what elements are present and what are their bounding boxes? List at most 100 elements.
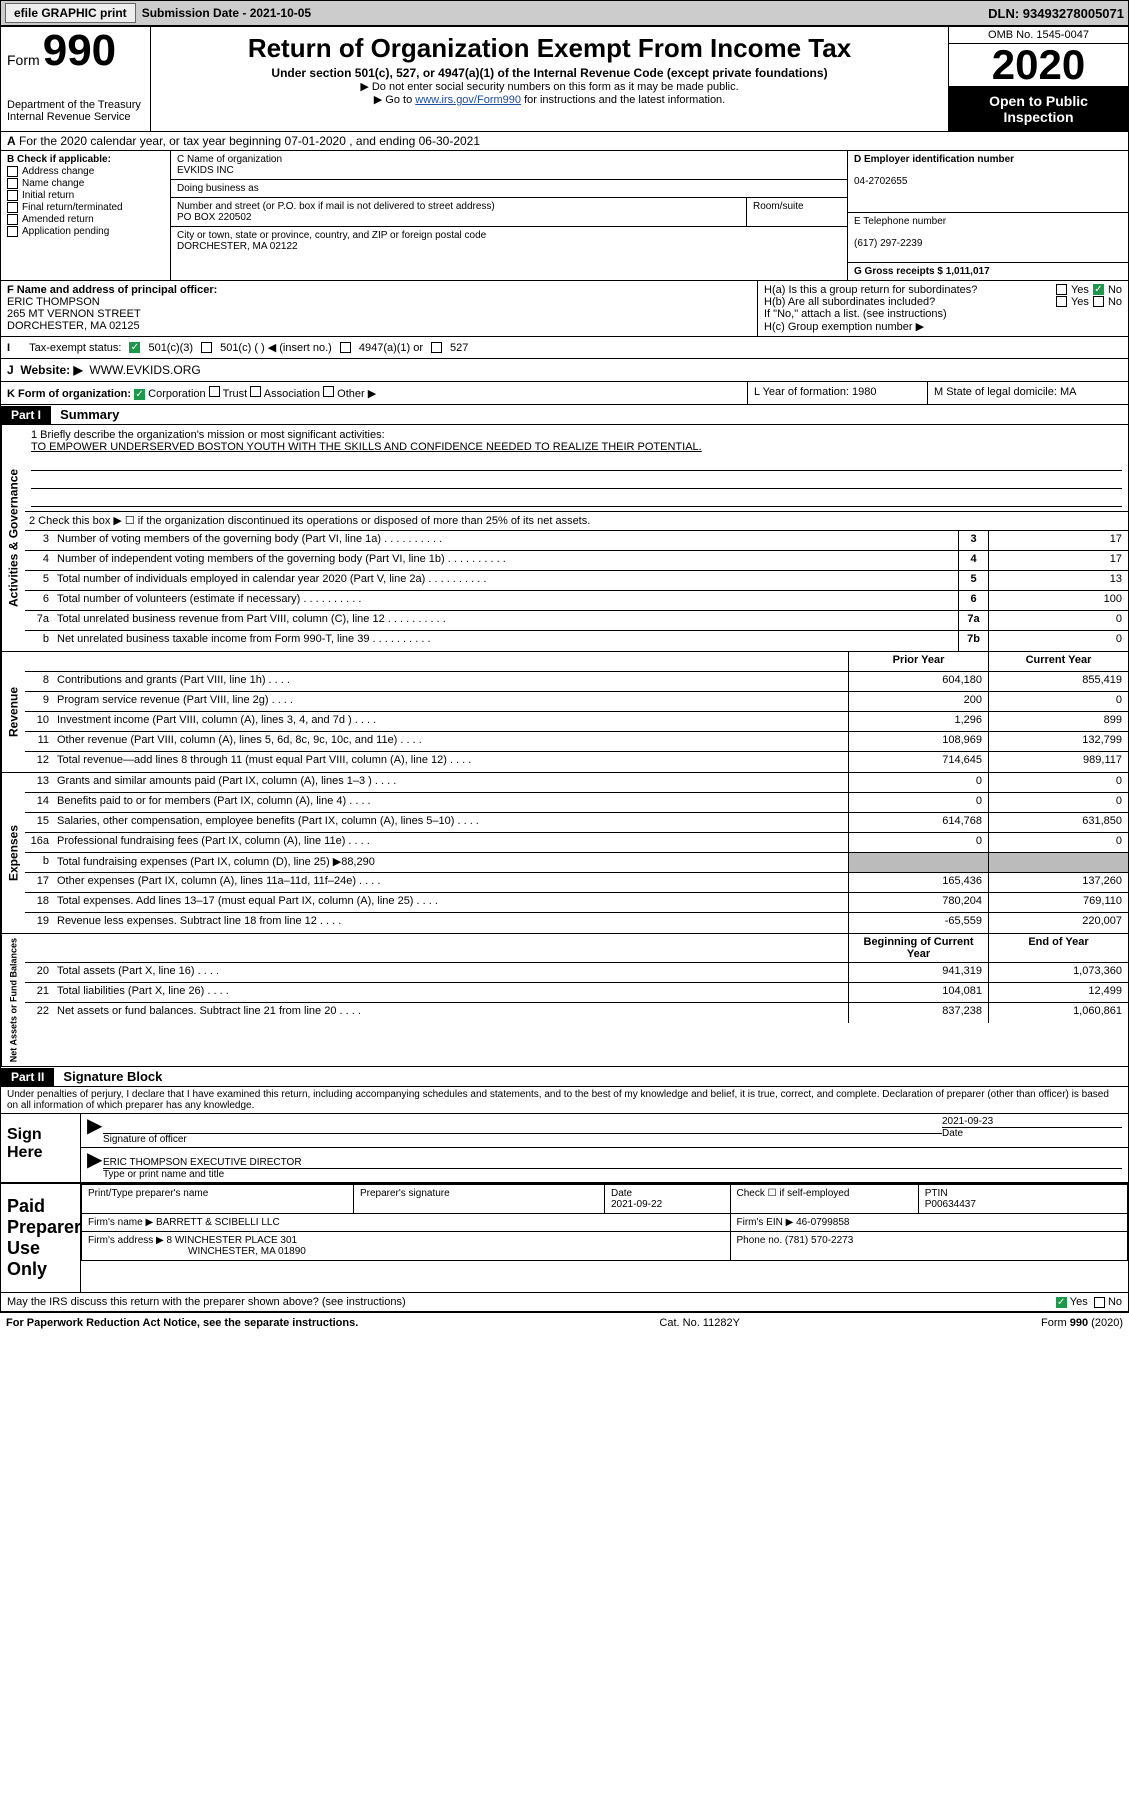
checkbox-address-change[interactable] [7, 166, 18, 177]
summary-row: 19 Revenue less expenses. Subtract line … [25, 913, 1128, 933]
section-klm: K Form of organization: ✓ Corporation Tr… [1, 382, 1128, 405]
ha-yes-checkbox[interactable] [1056, 284, 1067, 295]
arrow-icon: ▶ [87, 1116, 103, 1145]
summary-row: 12 Total revenue—add lines 8 through 11 … [25, 752, 1128, 772]
501c3-checkbox[interactable]: ✓ [129, 342, 140, 353]
mission-block: 1 Briefly describe the organization's mi… [25, 425, 1128, 511]
header-middle: Return of Organization Exempt From Incom… [151, 27, 948, 131]
501c-checkbox[interactable] [201, 342, 212, 353]
revenue-section: Revenue Prior Year Current Year 8 Contri… [1, 652, 1128, 773]
firm-ein: 46-0799858 [796, 1217, 849, 1228]
row-val: 17 [988, 551, 1128, 570]
netassets-section: Net Assets or Fund Balances Beginning of… [1, 934, 1128, 1067]
row-current: 220,007 [988, 913, 1128, 933]
firm-addr1: 8 WINCHESTER PLACE 301 [167, 1235, 298, 1246]
row-prior: 614,768 [848, 813, 988, 832]
row-num: 6 [25, 591, 53, 610]
row-prior: 604,180 [848, 672, 988, 691]
ha-no-checkbox[interactable]: ✓ [1093, 284, 1104, 295]
form-header: Form 990 Department of the Treasury Inte… [1, 27, 1128, 132]
penalty-text: Under penalties of perjury, I declare th… [1, 1087, 1128, 1113]
corp-checkbox[interactable]: ✓ [134, 389, 145, 400]
assoc-checkbox[interactable] [250, 386, 261, 397]
officer-name: ERIC THOMPSON [7, 296, 100, 308]
firm-addr2: WINCHESTER, MA 01890 [188, 1246, 306, 1257]
j-label: J [7, 363, 14, 377]
addr-value: PO BOX 220502 [177, 212, 252, 223]
checkbox-amended[interactable] [7, 214, 18, 225]
city-label: City or town, state or province, country… [177, 230, 486, 241]
row-desc: Total number of individuals employed in … [53, 571, 958, 590]
row-current: 0 [988, 692, 1128, 711]
efile-print-button[interactable]: efile GRAPHIC print [5, 3, 136, 23]
revenue-tab: Revenue [1, 652, 25, 772]
row-desc: Total unrelated business revenue from Pa… [53, 611, 958, 630]
row-desc: Total number of volunteers (estimate if … [53, 591, 958, 610]
k-label: K Form of organization: [7, 388, 131, 400]
row-box: 7a [958, 611, 988, 630]
row-current: 132,799 [988, 732, 1128, 751]
footer: For Paperwork Reduction Act Notice, see … [0, 1313, 1129, 1333]
arrow-icon: ▶ [87, 1150, 103, 1180]
section-h: H(a) Is this a group return for subordin… [758, 281, 1128, 336]
summary-row: 17 Other expenses (Part IX, column (A), … [25, 873, 1128, 893]
discuss-row: May the IRS discuss this return with the… [1, 1293, 1128, 1312]
cat-no: Cat. No. 11282Y [659, 1317, 740, 1329]
row-num: 17 [25, 873, 53, 892]
note-link: ▶ Go to www.irs.gov/Form990 for instruct… [159, 93, 940, 106]
expenses-tab: Expenses [1, 773, 25, 933]
row-current: 0 [988, 793, 1128, 812]
row-desc: Benefits paid to or for members (Part IX… [53, 793, 848, 812]
irs-link[interactable]: www.irs.gov/Form990 [415, 94, 521, 106]
tax-status-label: Tax-exempt status: [29, 342, 121, 354]
gross-receipts: G Gross receipts $ 1,011,017 [854, 266, 990, 277]
row-num: 13 [25, 773, 53, 792]
section-fh: F Name and address of principal officer:… [1, 281, 1128, 337]
summary-row: 16a Professional fundraising fees (Part … [25, 833, 1128, 853]
trust-checkbox[interactable] [209, 386, 220, 397]
row-current: 0 [988, 833, 1128, 852]
row-desc: Total revenue—add lines 8 through 11 (mu… [53, 752, 848, 772]
other-checkbox[interactable] [323, 386, 334, 397]
ha-label: H(a) Is this a group return for subordin… [764, 284, 1052, 296]
officer-addr1: 265 MT VERNON STREET [7, 308, 141, 320]
row-num: b [25, 853, 53, 872]
checkbox-app-pending[interactable] [7, 226, 18, 237]
hb-yes-checkbox[interactable] [1056, 296, 1067, 307]
discuss-no-checkbox[interactable] [1094, 1297, 1105, 1308]
row-num: 15 [25, 813, 53, 832]
summary-row: 8 Contributions and grants (Part VIII, l… [25, 672, 1128, 692]
ein-label: D Employer identification number [854, 154, 1014, 165]
checkbox-final-return[interactable] [7, 202, 18, 213]
checkbox-name-change[interactable] [7, 178, 18, 189]
row-desc: Total fundraising expenses (Part IX, col… [53, 853, 848, 872]
section-deg: D Employer identification number 04-2702… [848, 151, 1128, 280]
4947-checkbox[interactable] [340, 342, 351, 353]
discuss-yes-checkbox[interactable]: ✓ [1056, 1297, 1067, 1308]
checkbox-initial-return[interactable] [7, 190, 18, 201]
527-checkbox[interactable] [431, 342, 442, 353]
form-number: 990 [43, 26, 116, 75]
row-desc: Total expenses. Add lines 13–17 (must eq… [53, 893, 848, 912]
row-prior: 200 [848, 692, 988, 711]
row-desc: Professional fundraising fees (Part IX, … [53, 833, 848, 852]
summary-row: 18 Total expenses. Add lines 13–17 (must… [25, 893, 1128, 913]
prep-date-label: Date [611, 1188, 632, 1199]
row-current: 899 [988, 712, 1128, 731]
hb-no-checkbox[interactable] [1093, 296, 1104, 307]
tax-year: 2020 [949, 44, 1128, 87]
row-num: b [25, 631, 53, 651]
row-num: 12 [25, 752, 53, 772]
row-prior: 0 [848, 793, 988, 812]
prep-phone-label: Phone no. [737, 1235, 783, 1246]
part-ii-badge: Part II [1, 1068, 54, 1086]
row-num: 20 [25, 963, 53, 982]
summary-row: 22 Net assets or fund balances. Subtract… [25, 1003, 1128, 1023]
row-desc: Number of voting members of the governin… [53, 531, 958, 550]
org-name: EVKIDS INC [177, 165, 234, 176]
phone-value: (617) 297-2239 [854, 238, 922, 249]
summary-row: 11 Other revenue (Part VIII, column (A),… [25, 732, 1128, 752]
header-right: OMB No. 1545-0047 2020 Open to Public In… [948, 27, 1128, 131]
summary-row: 6 Total number of volunteers (estimate i… [25, 591, 1128, 611]
form-subtitle: Under section 501(c), 527, or 4947(a)(1)… [159, 66, 940, 80]
